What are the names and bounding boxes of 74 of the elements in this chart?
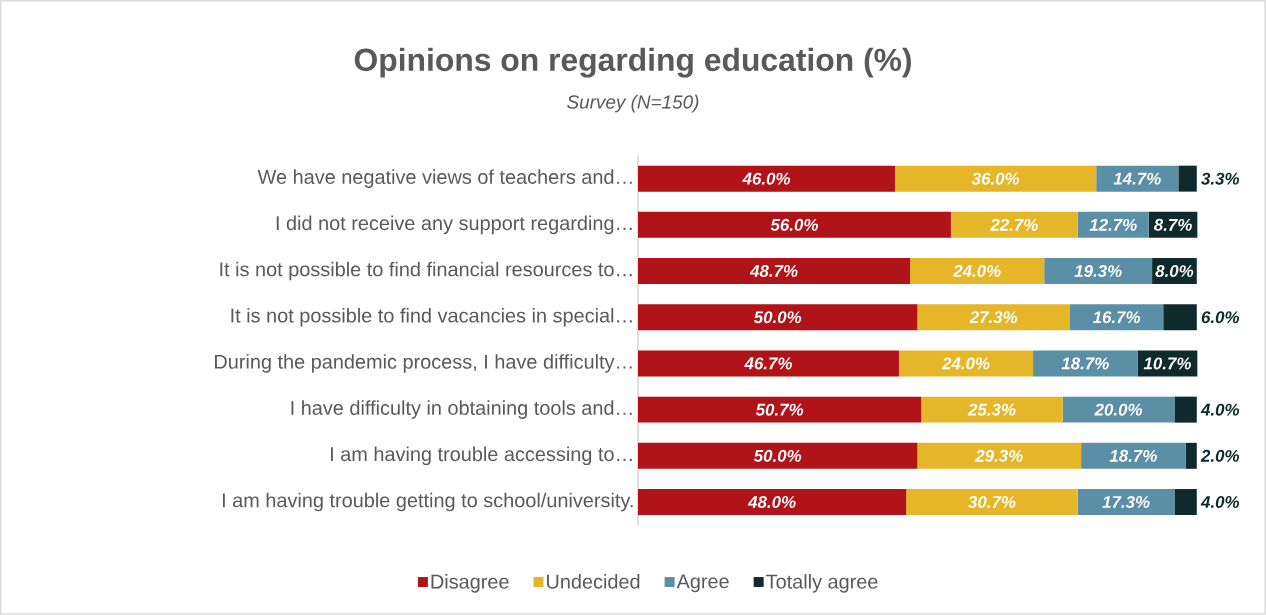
bar — [917, 442, 1082, 469]
bar — [1062, 396, 1175, 423]
chart-title: Opinions on regarding education (%) — [354, 47, 911, 78]
bar — [1033, 350, 1138, 377]
y-tick-label: It is not possible to find vacancies in special… — [231, 308, 632, 327]
bar — [1081, 442, 1186, 469]
bar — [638, 442, 918, 469]
y-tick-label: I am having trouble getting to school/university. — [222, 492, 633, 512]
bar — [638, 350, 899, 377]
data-label: 24.0% — [941, 357, 990, 370]
data-label: 4.0% — [1200, 496, 1240, 509]
data-label: 10.7% — [1143, 357, 1191, 370]
data-label: 17.3% — [1102, 496, 1150, 509]
chart-subtitle: Survey (N=150) — [567, 94, 699, 113]
data-label: 22.7% — [990, 218, 1038, 231]
bar — [910, 258, 1045, 285]
bar — [1178, 165, 1197, 192]
bar — [906, 489, 1078, 516]
data-label: 6.0% — [1201, 311, 1240, 324]
data-label: 12.7% — [1089, 218, 1137, 231]
bar — [1069, 304, 1164, 331]
data-label: 4.0% — [1200, 403, 1240, 416]
y-tick-label: During the pandemic process, I have difficulty… — [215, 354, 632, 373]
data-label: 24.0% — [952, 265, 1001, 278]
data-label: 50.0% — [753, 449, 802, 462]
bar — [1174, 489, 1197, 516]
data-label: 18.7% — [1109, 449, 1157, 462]
data-label: 14.7% — [1113, 172, 1161, 185]
legend-label: Totally agree — [766, 574, 878, 593]
bar — [1185, 442, 1197, 469]
y-tick-label: I have difficulty in obtaining tools and… — [291, 400, 632, 420]
data-label: 25.3% — [967, 403, 1016, 416]
data-label: 56.0% — [770, 218, 818, 231]
data-label: 50.7% — [755, 403, 804, 416]
bar — [1096, 165, 1179, 192]
data-label: 8.7% — [1153, 218, 1192, 231]
legend-label: Undecided — [547, 574, 640, 589]
bar — [638, 304, 918, 331]
data-label: 18.7% — [1061, 357, 1109, 370]
bar — [898, 350, 1034, 377]
data-label: 30.7% — [968, 496, 1016, 509]
y-tick-label: I did not receive any support regarding… — [276, 215, 632, 235]
data-label: 20.0% — [1094, 403, 1143, 416]
bar — [1163, 304, 1197, 331]
bar — [917, 304, 1070, 331]
data-label: 48.0% — [747, 496, 796, 509]
bar — [638, 165, 896, 192]
bar — [638, 258, 911, 285]
legend-label: Disagree — [431, 574, 509, 593]
bar — [638, 396, 922, 423]
y-tick-label: It is not possible to find financial resources to… — [220, 261, 632, 281]
y-tick-label: I am having trouble accessing to… — [331, 446, 632, 466]
data-label: 48.7% — [749, 265, 798, 278]
bar — [638, 211, 951, 238]
bar — [1077, 489, 1175, 516]
bar — [950, 211, 1078, 238]
data-label: 46.7% — [744, 357, 792, 370]
data-label: 19.3% — [1074, 265, 1122, 278]
data-label: 36.0% — [971, 172, 1020, 185]
data-label: 2.0% — [1200, 449, 1240, 462]
data-label: 16.7% — [1092, 311, 1141, 324]
data-label: 8.0% — [1155, 265, 1194, 278]
bar — [1174, 396, 1197, 423]
legend-label: Agree — [676, 574, 729, 593]
bar — [1044, 258, 1153, 285]
bar — [895, 165, 1097, 192]
data-label: 29.3% — [975, 449, 1023, 462]
data-label: 46.0% — [742, 172, 791, 185]
bar — [921, 396, 1063, 423]
data-label: 3.3% — [1201, 172, 1240, 185]
bar — [638, 489, 907, 516]
y-tick-label: We have negative views of teachers and… — [257, 169, 632, 189]
data-label: 27.3% — [969, 311, 1018, 324]
data-label: 50.0% — [753, 311, 802, 324]
